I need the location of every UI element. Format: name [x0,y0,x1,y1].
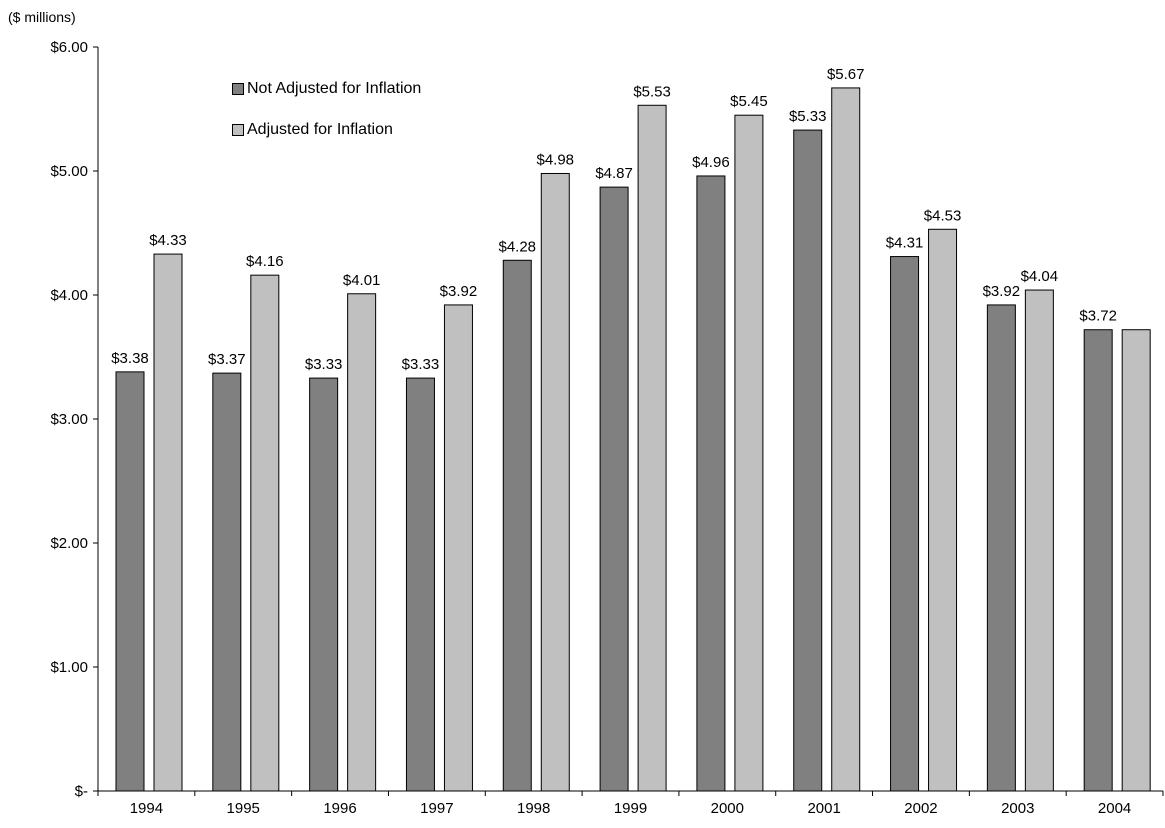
x-tick-label: 2004 [1098,800,1131,817]
data-label-not-adjusted: $4.96 [692,154,730,171]
y-tick-label: $5.00 [50,163,88,180]
x-tick-label: 1998 [517,800,550,817]
data-label-not-adjusted: $3.72 [1079,308,1117,325]
data-label-adjusted: $4.16 [246,253,284,270]
x-tick-label: 1995 [227,800,260,817]
bar-not-adjusted [212,372,242,792]
bar-adjusted [928,228,958,792]
data-label-not-adjusted: $5.33 [789,108,827,125]
bar-adjusted [250,274,280,792]
y-tick-label: $- [75,783,88,800]
data-label-not-adjusted: $3.33 [402,356,440,373]
bar-not-adjusted [1083,329,1113,792]
data-label-not-adjusted: $3.92 [983,283,1021,300]
legend-swatch-adjusted [232,124,244,136]
data-label-adjusted: $4.01 [343,272,381,289]
x-tick-label: 2003 [1001,800,1034,817]
legend-swatch-not-adjusted [232,83,244,95]
data-label-not-adjusted: $4.28 [498,238,536,255]
bar-not-adjusted [599,186,629,792]
bar-adjusted [1024,289,1054,792]
bar-not-adjusted [309,377,339,792]
data-label-not-adjusted: $4.87 [595,165,633,182]
legend-item-adjusted: Adjusted for Inflation [232,120,421,140]
bar-adjusted [153,253,183,792]
x-tick-label: 1999 [614,800,647,817]
legend-item-not-adjusted: Not Adjusted for Inflation [232,79,421,99]
y-tick-label: $2.00 [50,535,88,552]
data-label-adjusted: $4.33 [149,232,187,249]
data-label-not-adjusted: $3.37 [208,351,246,368]
bar-not-adjusted [115,371,145,792]
x-tick-label: 2002 [904,800,937,817]
chart-legend: Not Adjusted for Inflation Adjusted for … [232,79,421,161]
y-tick-label: $1.00 [50,659,88,676]
data-label-not-adjusted: $4.31 [886,235,924,252]
bar-adjusted [637,104,667,792]
data-label-adjusted: $4.53 [924,207,962,224]
bar-not-adjusted [793,129,823,792]
y-tick-label: $6.00 [50,39,88,56]
bar-not-adjusted [502,259,532,792]
y-tick-label: $3.00 [50,411,88,428]
data-label-adjusted: $3.92 [440,283,478,300]
x-tick-label: 1997 [420,800,453,817]
legend-label-adjusted: Adjusted for Inflation [247,121,393,138]
x-tick-label: 2000 [711,800,744,817]
chart-data-labels: $3.38 $4.33 $3.37 $4.16 $3.33 $4.01 $3.33 $3.92… [111,66,1117,373]
bar-not-adjusted [890,256,920,792]
bar-adjusted [734,114,764,792]
x-tick-label: 2001 [807,800,840,817]
data-label-adjusted: $4.04 [1021,268,1059,285]
bar-adjusted [347,293,377,792]
bar-not-adjusted [696,175,726,792]
data-label-not-adjusted: $3.33 [305,356,343,373]
data-label-adjusted: $5.53 [633,83,671,100]
y-axis-unit-label: ($ millions) [8,9,76,25]
bar-adjusted [540,172,570,792]
data-label-adjusted: $4.98 [536,151,574,168]
bar-not-adjusted [405,377,435,792]
chart-bars [115,87,1151,792]
legend-label-not-adjusted: Not Adjusted for Inflation [247,80,422,97]
chart-axes: $- $1.00 $2.00 $3.00 $4.00 $5.00 $6.00 1994 1995… [50,39,1164,817]
bar-not-adjusted [986,304,1016,792]
data-label-adjusted: $5.67 [827,66,865,83]
y-tick-label: $4.00 [50,287,88,304]
data-label-not-adjusted: $3.38 [111,350,149,367]
data-label-adjusted: $5.45 [730,93,768,110]
bar-adjusted [1121,329,1151,792]
x-tick-label: 1996 [323,800,356,817]
bar-adjusted [443,304,473,792]
x-tick-label: 1994 [130,800,163,817]
bar-adjusted [831,87,861,792]
